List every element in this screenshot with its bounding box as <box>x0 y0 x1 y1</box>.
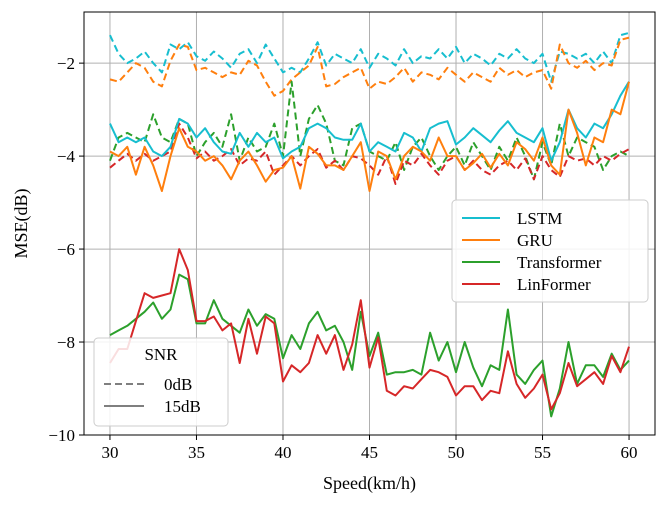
series-line-lstm-0db <box>109 31 630 83</box>
legend-label-linformer: LinFormer <box>517 275 591 294</box>
x-tick-label: 35 <box>188 443 205 462</box>
series-line-linformer-0db <box>109 122 630 185</box>
x-tick-label: 30 <box>101 443 118 462</box>
series-line-linformer-15db <box>109 248 630 411</box>
legend-models-box <box>451 199 649 303</box>
legend-label-transformer: Transformer <box>517 253 602 272</box>
axis-ticks: 30 35 40 45 50 55 60 −10 −8 −6 −4 −2 <box>48 54 637 462</box>
legend-models: LSTM GRU Transformer LinFormer <box>451 199 649 303</box>
x-tick-label: 60 <box>621 443 638 462</box>
y-tick-label: −2 <box>57 54 75 73</box>
x-axis-label: Speed(km/h) <box>323 473 416 494</box>
series-line-lstm-15db <box>109 81 630 162</box>
series-line-transformer-15db <box>109 273 630 418</box>
y-tick-label: −8 <box>57 333 75 352</box>
legend-label-15db: 15dB <box>164 397 201 416</box>
y-axis-label: MSE(dB) <box>11 188 32 258</box>
y-tick-label: −6 <box>57 240 75 259</box>
series-line-gru-15db <box>109 81 630 192</box>
legend-snr-title: SNR <box>144 345 178 364</box>
series-line-gru-0db <box>109 36 630 97</box>
x-tick-label: 50 <box>448 443 465 462</box>
y-tick-label: −4 <box>57 147 76 166</box>
x-tick-label: 45 <box>361 443 378 462</box>
y-tick-label: −10 <box>48 426 75 445</box>
legend-snr-box <box>93 337 229 427</box>
legend-label-lstm: LSTM <box>517 209 562 228</box>
x-tick-label: 40 <box>274 443 291 462</box>
legend-label-0db: 0dB <box>164 375 192 394</box>
series-lines <box>109 31 630 418</box>
legend-snr: SNR 0dB 15dB <box>93 337 229 427</box>
legend-label-gru: GRU <box>517 231 553 250</box>
x-tick-label: 55 <box>534 443 551 462</box>
